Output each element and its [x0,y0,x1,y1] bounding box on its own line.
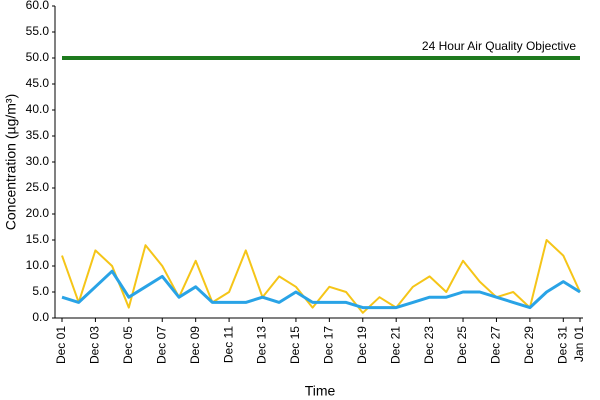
y-tick-label: 10.0 [26,258,50,272]
y-tick-label: 15.0 [26,232,50,246]
y-tick-label: 5.0 [32,284,49,298]
y-tick-label: 50.0 [26,50,50,64]
y-tick-label: 20.0 [26,206,50,220]
x-tick-label: Dec 31 [555,326,569,364]
x-tick-label: Dec 15 [288,326,302,364]
y-tick-label: 60.0 [26,0,50,12]
x-tick-label: Dec 21 [388,326,402,364]
x-tick-label: Dec 27 [489,326,503,364]
series-line [61,239,581,314]
x-tick-label: Dec 07 [154,326,168,364]
y-axis-label: Concentration (µg/m³) [3,94,19,230]
y-tick-label: 45.0 [26,76,50,90]
y-tick-label: 40.0 [26,102,50,116]
x-tick-label: Dec 01 [54,326,68,364]
x-tick-label: Dec 23 [422,326,436,364]
x-tick-label: Dec 05 [121,326,135,364]
x-tick-label: Dec 09 [188,326,202,364]
x-axis-label: Time [305,383,336,399]
series-label: 24 Hour Air Quality Objective [422,39,576,53]
y-tick-label: 55.0 [26,24,50,38]
x-tick-label: Jan 01 [572,326,586,362]
y-tick-label: 30.0 [26,154,50,168]
x-tick-label: Dec 17 [322,326,336,364]
y-tick-label: 0.0 [32,310,49,324]
x-tick-label: Dec 11 [221,326,235,363]
series-line [61,269,581,310]
y-tick-label: 35.0 [26,128,50,142]
x-tick-label: Dec 03 [88,326,102,364]
x-tick-label: Dec 25 [455,326,469,364]
x-tick-label: Dec 13 [255,326,269,364]
x-tick-label: Dec 29 [522,326,536,364]
y-tick-label: 25.0 [26,180,50,194]
x-tick-label: Dec 19 [355,326,369,364]
